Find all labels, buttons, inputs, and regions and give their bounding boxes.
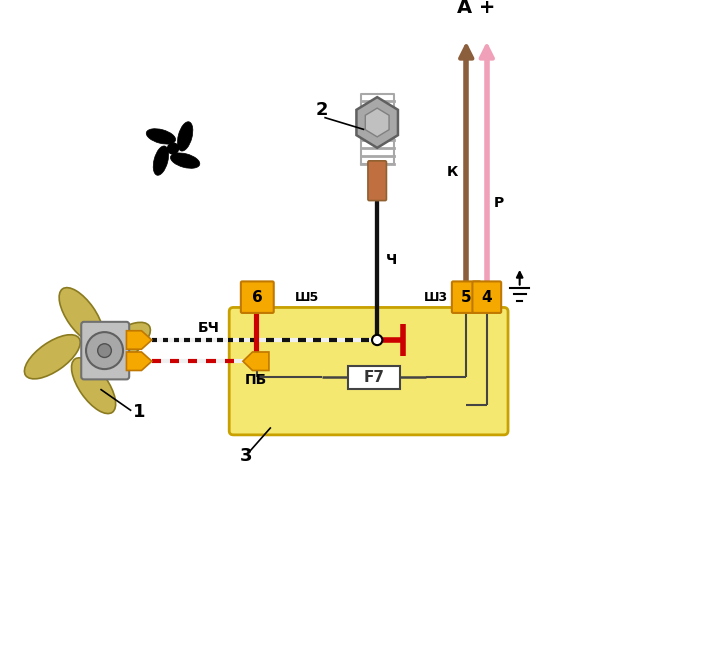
- FancyBboxPatch shape: [348, 366, 400, 389]
- FancyBboxPatch shape: [229, 307, 508, 435]
- Polygon shape: [127, 352, 152, 370]
- Ellipse shape: [24, 335, 80, 379]
- Ellipse shape: [72, 358, 116, 413]
- Circle shape: [97, 344, 112, 358]
- FancyBboxPatch shape: [241, 281, 274, 313]
- FancyBboxPatch shape: [368, 161, 387, 201]
- Text: 6: 6: [252, 290, 263, 305]
- Text: ПБ: ПБ: [245, 373, 267, 387]
- Text: К: К: [447, 165, 458, 179]
- FancyBboxPatch shape: [452, 281, 480, 313]
- Ellipse shape: [170, 153, 200, 168]
- Text: А +: А +: [458, 0, 495, 17]
- Text: БЧ: БЧ: [198, 322, 220, 335]
- Ellipse shape: [95, 322, 150, 367]
- Polygon shape: [127, 331, 152, 349]
- Ellipse shape: [178, 122, 193, 151]
- Circle shape: [372, 335, 382, 345]
- Text: 5: 5: [461, 290, 472, 305]
- Text: 1: 1: [132, 403, 145, 421]
- Ellipse shape: [153, 146, 168, 176]
- Text: Ш3: Ш3: [424, 291, 448, 304]
- Ellipse shape: [59, 287, 103, 343]
- Text: Р: Р: [493, 196, 504, 210]
- Text: 2: 2: [316, 101, 328, 119]
- Circle shape: [168, 143, 178, 154]
- FancyBboxPatch shape: [81, 322, 129, 380]
- Polygon shape: [243, 352, 269, 370]
- Text: 4: 4: [481, 290, 492, 305]
- Text: 3: 3: [240, 447, 253, 465]
- Polygon shape: [365, 108, 389, 137]
- Ellipse shape: [146, 129, 175, 144]
- Polygon shape: [357, 97, 398, 148]
- Text: Ч: Ч: [386, 253, 397, 266]
- FancyBboxPatch shape: [473, 281, 501, 313]
- Circle shape: [86, 332, 123, 369]
- Text: F7: F7: [364, 370, 384, 385]
- Text: Ш5: Ш5: [294, 291, 319, 304]
